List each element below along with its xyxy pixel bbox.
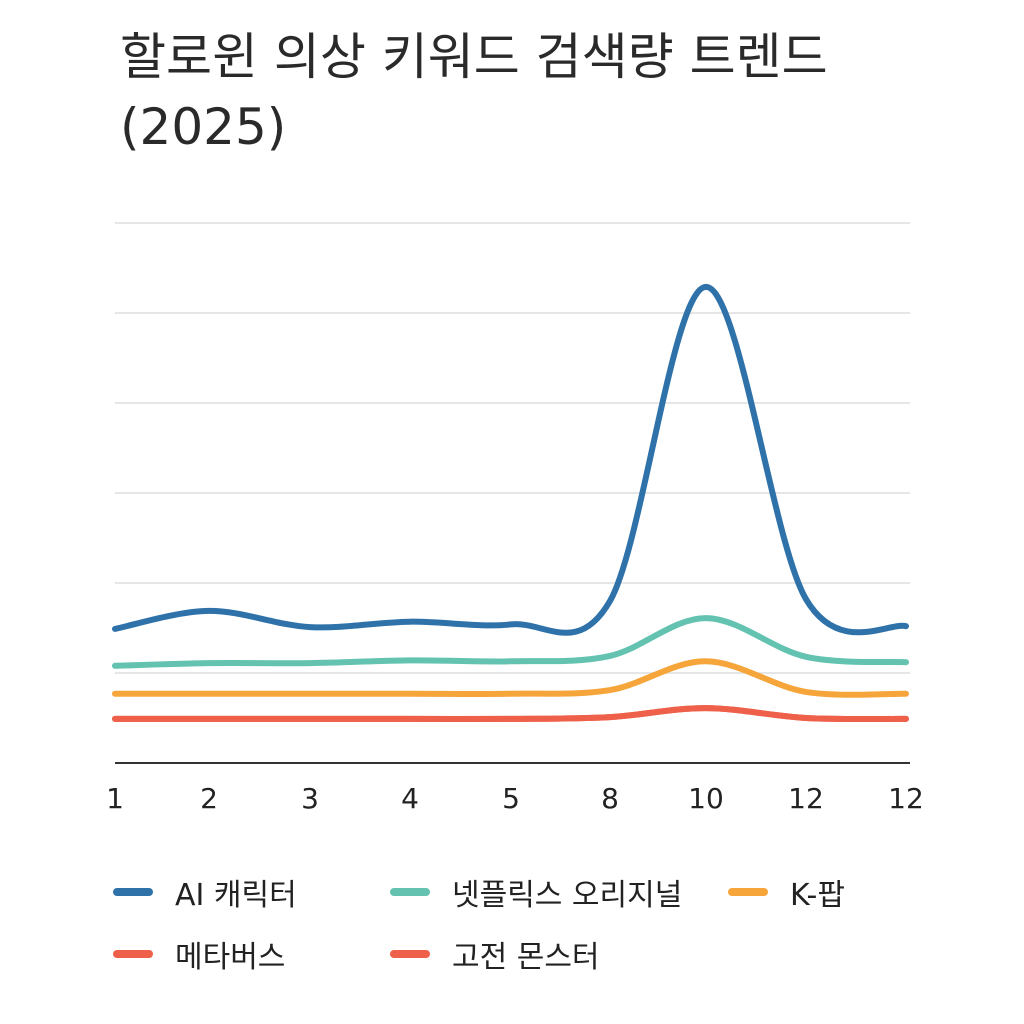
- x-tick-label: 12: [888, 782, 924, 815]
- legend-item: K-팝: [728, 870, 845, 914]
- x-tick-label: 1: [106, 782, 124, 815]
- legend-label: AI 캐릭터: [175, 878, 297, 913]
- series-line: [112, 705, 909, 723]
- x-tick-label: 8: [601, 782, 619, 815]
- x-tick-label: 3: [301, 782, 319, 815]
- legend-item: 메타버스: [113, 932, 285, 976]
- series-line: [112, 658, 909, 698]
- x-tick-label: 10: [688, 782, 724, 815]
- legend-label: K-팝: [790, 878, 845, 913]
- legend-item: AI 캐릭터: [113, 870, 297, 914]
- legend-swatch: [113, 888, 153, 896]
- legend-swatch: [728, 888, 768, 896]
- series-line: [112, 283, 909, 636]
- legend-item: 고전 몬스터: [390, 932, 600, 976]
- x-tick-label: 2: [200, 782, 218, 815]
- legend-item: 넷플릭스 오리지널: [390, 870, 682, 914]
- x-tick-label: 4: [401, 782, 419, 815]
- legend-label: 메타버스: [175, 940, 286, 975]
- legend-swatch: [390, 888, 430, 896]
- legend-swatch: [390, 950, 430, 958]
- x-tick-label: 12: [788, 782, 824, 815]
- series-line: [112, 615, 909, 669]
- legend-label: 넷플릭스 오리지널: [452, 878, 683, 913]
- x-tick-label: 5: [502, 782, 520, 815]
- chart-title: 할로윈 의상 키워드 검색량 트렌드 (2025): [120, 28, 828, 156]
- legend-label: 고전 몬스터: [452, 940, 600, 975]
- legend-swatch: [113, 950, 153, 958]
